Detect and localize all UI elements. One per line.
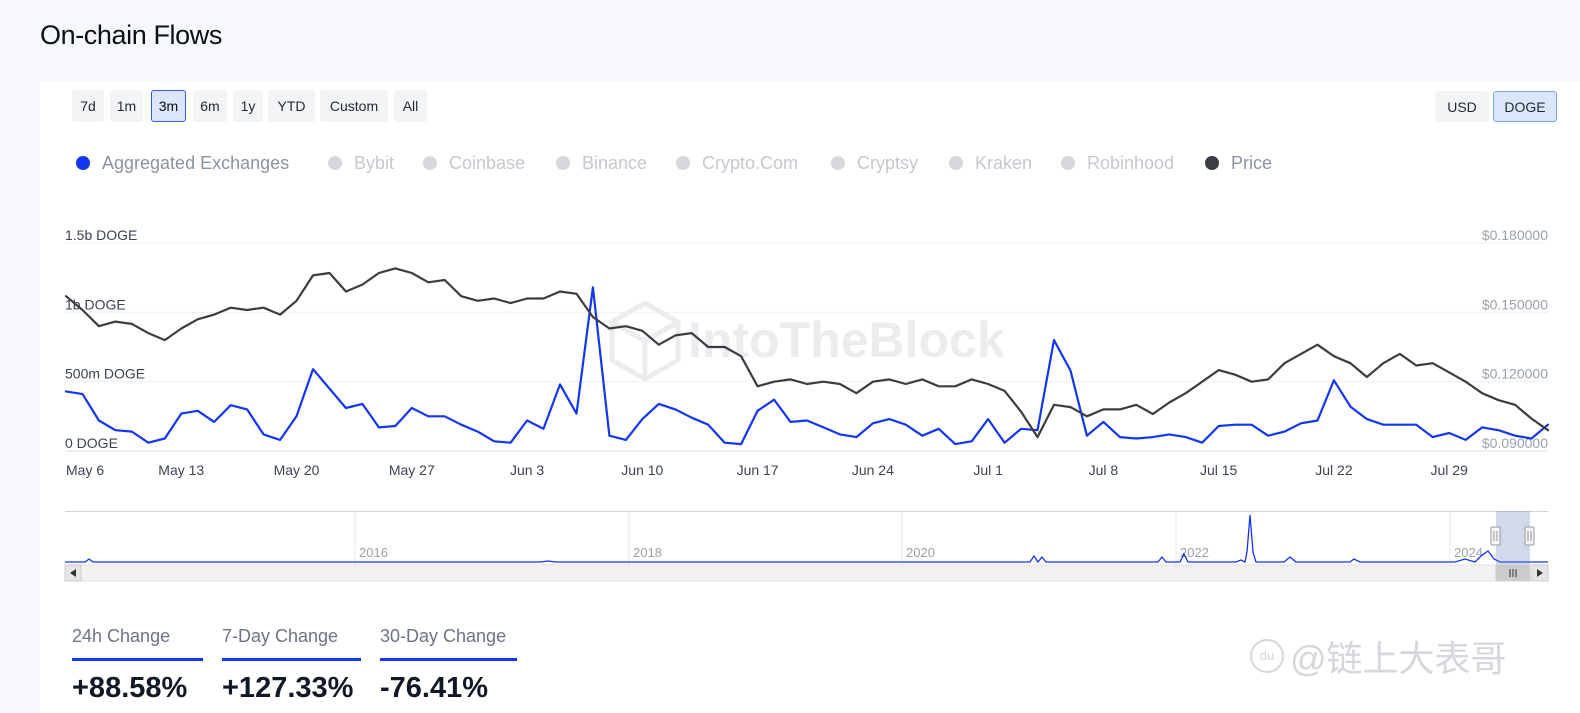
legend-label: Cryptsy bbox=[857, 152, 919, 173]
legend-dot-icon bbox=[423, 156, 437, 170]
stat-tab-underline bbox=[222, 658, 361, 661]
stat-tab-7d[interactable]: 7-Day Change bbox=[222, 626, 339, 646]
navigator-scrollbar[interactable] bbox=[64, 564, 1549, 582]
range-ytd-button[interactable]: YTD bbox=[268, 90, 315, 122]
series-line-aggregated-exchanges bbox=[64, 286, 1550, 446]
navigator[interactable]: 2016 2018 2020 2022 2024 bbox=[65, 511, 1548, 566]
right-axis: $0.090000 $0.120000 $0.150000 $0.180000 bbox=[1482, 227, 1548, 451]
navigator-year-label: 2016 bbox=[359, 545, 388, 560]
legend-dot-icon bbox=[1205, 156, 1219, 170]
legend-label: Binance bbox=[582, 152, 648, 173]
legend-dot-icon bbox=[1061, 156, 1075, 170]
x-axis: May 6 May 13 May 20 May 27 Jun 3 Jun 10 Jun 17… bbox=[66, 462, 1468, 478]
navigator-year-label: 2024 bbox=[1454, 545, 1483, 560]
scrollbar-track[interactable] bbox=[64, 564, 1549, 582]
legend-label: Bybit bbox=[354, 152, 395, 173]
x-tick-label: May 27 bbox=[389, 462, 435, 478]
chart-grid bbox=[66, 242, 1548, 452]
du-logo-icon: du bbox=[1250, 639, 1284, 673]
legend-dot-icon bbox=[831, 156, 845, 170]
legend-bybit[interactable]: Bybit bbox=[328, 151, 394, 175]
range-1y-button[interactable]: 1y bbox=[233, 90, 263, 122]
right-tick-label: $0.150000 bbox=[1482, 296, 1548, 312]
navigator-year-label: 2020 bbox=[906, 545, 935, 560]
left-tick-label: 1.5b DOGE bbox=[65, 227, 137, 243]
stat-value-30d: -76.41% bbox=[380, 672, 489, 704]
stat-value-7d: +127.33% bbox=[222, 672, 354, 704]
x-tick-label: Jul 1 bbox=[973, 462, 1003, 478]
range-all-button[interactable]: All bbox=[394, 90, 427, 122]
watermark-text: IntoTheBlock bbox=[688, 312, 1005, 368]
x-tick-label: Jul 22 bbox=[1315, 462, 1353, 478]
legend-label: Aggregated Exchanges bbox=[102, 152, 290, 173]
series-line-price bbox=[64, 267, 1550, 439]
legend-price[interactable]: Price bbox=[1205, 151, 1272, 175]
legend-dot-icon bbox=[676, 156, 690, 170]
legend-dot-icon bbox=[328, 156, 342, 170]
legend-label: Coinbase bbox=[449, 152, 526, 173]
legend-aggregated-exchanges[interactable]: Aggregated Exchanges bbox=[76, 151, 289, 175]
legend-dot-icon bbox=[949, 156, 963, 170]
legend-binance[interactable]: Binance bbox=[556, 151, 647, 175]
range-3m-button[interactable]: 3m bbox=[151, 90, 186, 122]
legend-label: Crypto.Com bbox=[702, 152, 799, 173]
x-tick-label: Jun 24 bbox=[852, 462, 894, 478]
stat-tab-24h[interactable]: 24h Change bbox=[72, 626, 171, 646]
x-tick-label: May 20 bbox=[274, 462, 320, 478]
range-custom-button[interactable]: Custom bbox=[320, 90, 388, 122]
chart-card bbox=[40, 82, 1580, 713]
arrow-right-icon bbox=[1537, 569, 1543, 577]
right-tick-label: $0.180000 bbox=[1482, 227, 1548, 243]
doge-toggle-button[interactable]: DOGE bbox=[1493, 91, 1557, 122]
legend-kraken[interactable]: Kraken bbox=[949, 151, 1032, 175]
range-7d-button[interactable]: 7d bbox=[72, 90, 104, 122]
left-tick-label: 0 DOGE bbox=[65, 435, 118, 451]
legend-dot-icon bbox=[76, 156, 90, 170]
x-tick-label: Jul 15 bbox=[1200, 462, 1238, 478]
range-6m-button[interactable]: 6m bbox=[193, 90, 227, 122]
navigator-series-line bbox=[65, 514, 1548, 564]
stat-value-24h: +88.58% bbox=[72, 672, 188, 704]
series-layer bbox=[64, 267, 1550, 446]
navigator-year-label: 2018 bbox=[633, 545, 662, 560]
usd-toggle-button[interactable]: USD bbox=[1435, 91, 1489, 122]
legend-label: Kraken bbox=[975, 152, 1033, 173]
image-watermark-text: @链上大表哥 bbox=[1290, 638, 1507, 679]
stat-tab-underline bbox=[72, 658, 203, 661]
stat-tab-30d[interactable]: 30-Day Change bbox=[380, 626, 507, 646]
navigator-left-handle[interactable] bbox=[1490, 526, 1501, 546]
page-title: On-chain Flows bbox=[40, 20, 222, 50]
range-1m-button[interactable]: 1m bbox=[110, 90, 143, 122]
right-tick-label: $0.090000 bbox=[1482, 435, 1548, 451]
x-tick-label: Jul 8 bbox=[1089, 462, 1119, 478]
left-tick-label: 500m DOGE bbox=[65, 366, 145, 382]
legend-label: Robinhood bbox=[1087, 152, 1175, 173]
legend-cryptsy[interactable]: Cryptsy bbox=[831, 151, 918, 175]
legend-coinbase[interactable]: Coinbase bbox=[423, 151, 525, 175]
legend-crypto-com[interactable]: Crypto.Com bbox=[676, 151, 798, 175]
intotheblock-logo-icon bbox=[609, 300, 681, 382]
x-tick-label: Jun 3 bbox=[510, 462, 544, 478]
navigator-right-handle[interactable] bbox=[1524, 526, 1535, 546]
legend-label: Price bbox=[1231, 152, 1273, 173]
legend-robinhood[interactable]: Robinhood bbox=[1061, 151, 1174, 175]
right-tick-label: $0.120000 bbox=[1482, 366, 1548, 382]
navigator-year-label: 2022 bbox=[1180, 545, 1209, 560]
x-tick-label: Jun 17 bbox=[737, 462, 779, 478]
legend-dot-icon bbox=[556, 156, 570, 170]
x-tick-label: May 6 bbox=[66, 462, 104, 478]
navigator-background bbox=[65, 511, 1548, 566]
arrow-left-icon bbox=[70, 569, 76, 577]
chart-watermark: IntoTheBlock bbox=[609, 300, 1005, 382]
x-tick-label: May 13 bbox=[158, 462, 204, 478]
stat-tab-underline bbox=[380, 658, 517, 661]
x-tick-label: Jun 10 bbox=[621, 462, 663, 478]
image-watermark: du @链上大表哥 bbox=[1250, 630, 1507, 682]
x-tick-label: Jul 29 bbox=[1431, 462, 1469, 478]
navigator-selection[interactable] bbox=[1496, 511, 1530, 566]
